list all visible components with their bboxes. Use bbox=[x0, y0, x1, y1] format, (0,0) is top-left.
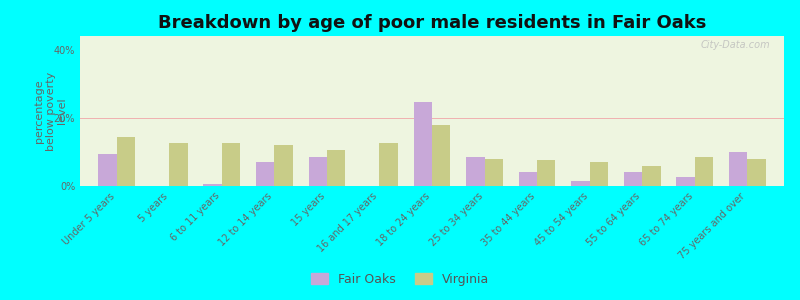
Bar bbox=[309, 157, 327, 186]
Bar bbox=[694, 157, 713, 186]
Bar bbox=[98, 154, 117, 186]
Text: City-Data.com: City-Data.com bbox=[700, 40, 770, 50]
Bar bbox=[676, 178, 694, 186]
Bar bbox=[222, 143, 240, 186]
Bar bbox=[117, 136, 135, 186]
Bar bbox=[327, 150, 346, 186]
Bar bbox=[642, 166, 661, 186]
Bar bbox=[274, 145, 293, 186]
Bar bbox=[379, 143, 398, 186]
Bar bbox=[537, 160, 555, 186]
Bar bbox=[590, 162, 608, 186]
Bar bbox=[624, 172, 642, 186]
Bar bbox=[729, 152, 747, 186]
Bar bbox=[518, 172, 537, 186]
Bar bbox=[466, 157, 485, 186]
Bar bbox=[414, 103, 432, 186]
Bar bbox=[170, 143, 188, 186]
Y-axis label: percentage
below poverty
level: percentage below poverty level bbox=[34, 71, 67, 151]
Bar bbox=[256, 162, 274, 186]
Legend: Fair Oaks, Virginia: Fair Oaks, Virginia bbox=[306, 268, 494, 291]
Bar bbox=[485, 159, 503, 186]
Bar bbox=[203, 184, 222, 186]
Bar bbox=[432, 124, 450, 186]
Bar bbox=[747, 159, 766, 186]
Bar bbox=[571, 181, 590, 186]
Title: Breakdown by age of poor male residents in Fair Oaks: Breakdown by age of poor male residents … bbox=[158, 14, 706, 32]
